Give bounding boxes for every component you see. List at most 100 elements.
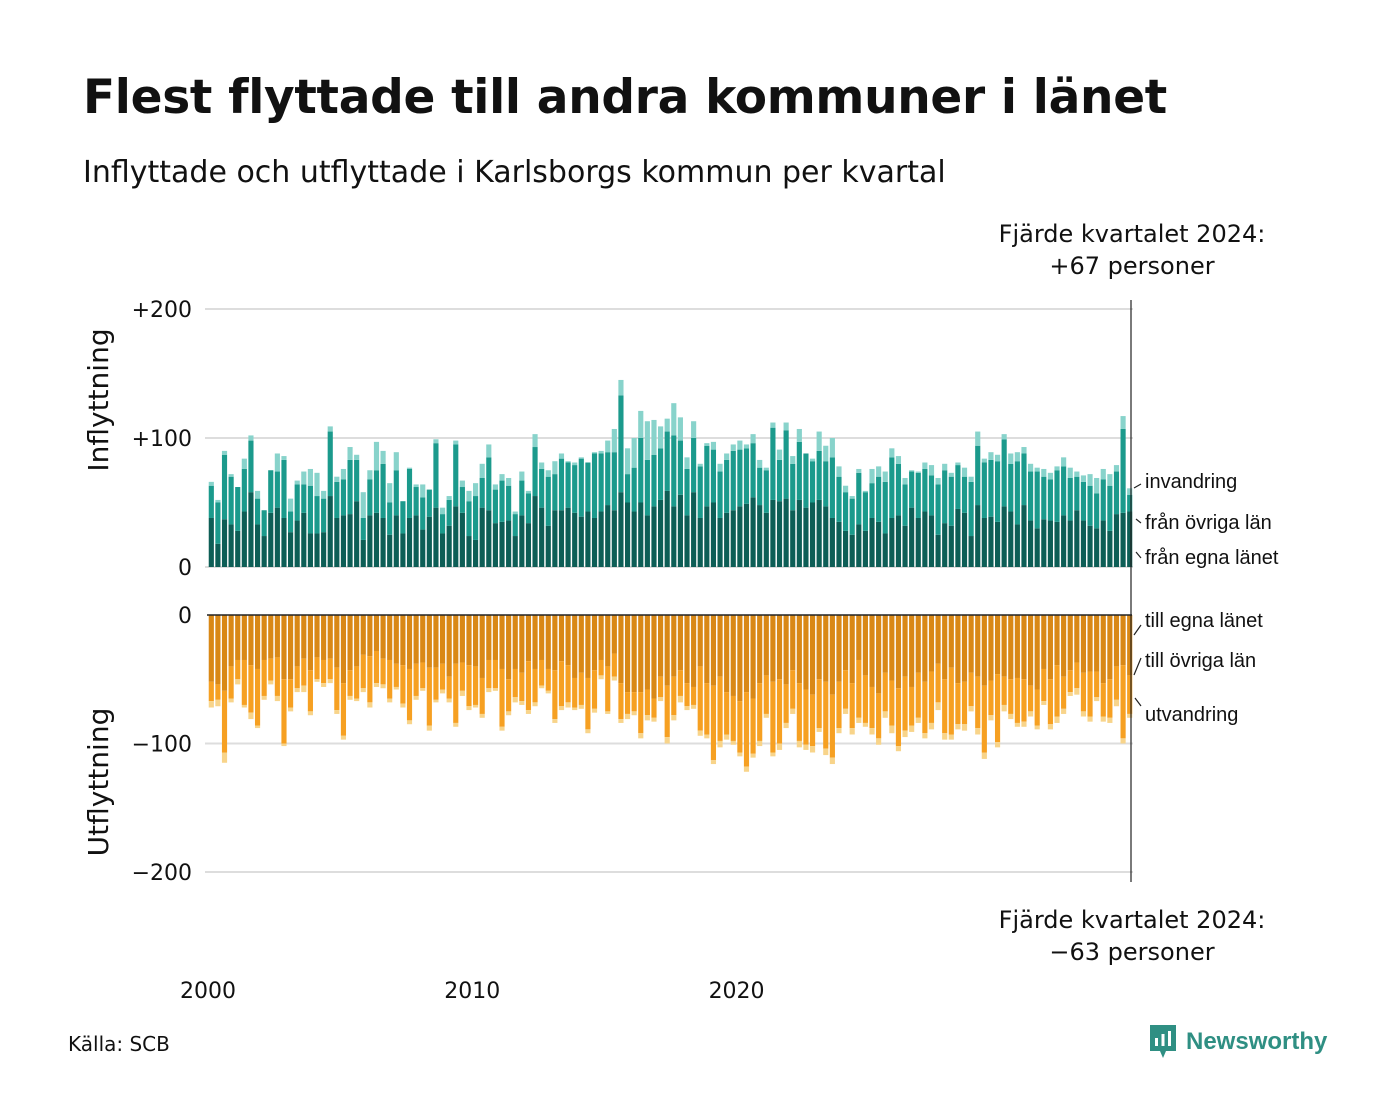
outflow-bar-segment bbox=[208, 615, 214, 682]
inflow-bar-segment bbox=[1034, 467, 1040, 472]
inflow-bar-segment bbox=[241, 458, 247, 469]
outflow-bar-segment bbox=[724, 734, 730, 740]
outflow-bar-segment bbox=[605, 711, 611, 714]
inflow-bar-segment bbox=[354, 501, 360, 567]
inflow-bar-segment bbox=[1120, 512, 1126, 567]
outflow-bar-segment bbox=[235, 615, 241, 660]
outflow-bar-segment bbox=[988, 615, 994, 681]
inflow-bar-segment bbox=[215, 502, 221, 544]
inflow-bar-segment bbox=[314, 533, 320, 567]
outflow-bar-segment bbox=[1107, 679, 1113, 718]
label-till-ovriga-lan: till övriga län bbox=[1145, 650, 1256, 672]
outflow-bar-segment bbox=[1041, 668, 1047, 702]
inflow-bar-segment bbox=[757, 459, 763, 468]
inflow-bar-segment bbox=[684, 468, 690, 516]
inflow-bar-segment bbox=[730, 444, 736, 451]
outflow-bar-segment bbox=[922, 733, 928, 739]
outflow-bar-segment bbox=[380, 684, 386, 689]
inflow-bar-segment bbox=[605, 452, 611, 506]
outflow-bar-segment bbox=[1074, 662, 1080, 689]
outflow-bar-segment bbox=[585, 615, 591, 678]
outflow-bar-segment bbox=[909, 686, 915, 726]
inflow-bar-segment bbox=[1047, 472, 1053, 480]
outflow-bar-segment bbox=[677, 670, 683, 696]
inflow-bar-segment bbox=[261, 536, 267, 567]
inflow-bar-segment bbox=[975, 505, 981, 567]
inflow-bar-segment bbox=[301, 512, 307, 567]
inflow-bar-segment bbox=[677, 440, 683, 495]
outflow-bar-segment bbox=[631, 615, 637, 693]
outflow-bar-segment bbox=[400, 703, 406, 708]
inflow-bar-segment bbox=[790, 456, 796, 464]
outflow-bar-segment bbox=[327, 658, 333, 680]
outflow-bar-segment bbox=[406, 668, 413, 721]
outflow-bar-segment bbox=[307, 615, 313, 671]
outflow-bar-segment bbox=[545, 690, 551, 694]
outflow-bar-segment bbox=[876, 615, 882, 694]
inflow-bar-segment bbox=[578, 516, 584, 567]
inflow-bar-segment bbox=[981, 517, 987, 567]
inflow-bar-segment bbox=[314, 472, 320, 497]
outflow-bar-segment bbox=[671, 715, 677, 721]
outflow-bar-segment bbox=[889, 615, 895, 681]
outflow-bar-segment bbox=[1001, 615, 1007, 677]
inflow-bar-segment bbox=[1087, 474, 1093, 486]
inflow-bar-segment bbox=[373, 512, 380, 567]
series-labels: invandring från övriga län från egna län… bbox=[1133, 471, 1279, 726]
inflow-bar-segment bbox=[697, 466, 703, 518]
outflow-bar-segment bbox=[975, 615, 981, 677]
outflow-bar-segment bbox=[638, 733, 644, 739]
outflow-bar-segment bbox=[869, 728, 875, 735]
outflow-bar-segment bbox=[710, 615, 717, 686]
inflow-bar-segment bbox=[446, 496, 452, 500]
inflow-bar-segment bbox=[856, 468, 862, 473]
inflow-bar-segment bbox=[208, 485, 214, 518]
outflow-bar-segment bbox=[1094, 615, 1100, 672]
inflow-bar-segment bbox=[717, 517, 723, 567]
outflow-bar-segment bbox=[281, 679, 287, 744]
outflow-bar-segment bbox=[671, 676, 677, 716]
inflow-bar-segment bbox=[895, 456, 902, 464]
inflow-bar-segment bbox=[367, 470, 373, 480]
inflow-bar-segment bbox=[975, 445, 981, 506]
outflow-bar-segment bbox=[532, 702, 538, 707]
outflow-bar-segment bbox=[301, 658, 307, 686]
outflow-bar-segment bbox=[750, 753, 756, 758]
inflow-bar-segment bbox=[572, 462, 578, 466]
inflow-bar-segment bbox=[565, 461, 571, 463]
outflow-bar-segment bbox=[565, 615, 571, 666]
outflow-bar-segment bbox=[1107, 717, 1113, 723]
inflow-bar-segment bbox=[221, 519, 228, 567]
inflow-bar-segment bbox=[624, 502, 631, 567]
outflow-bar-segment bbox=[1008, 679, 1014, 714]
outflow-y-tick-label: −200 bbox=[132, 861, 192, 886]
outflow-bar-segment bbox=[1127, 675, 1133, 714]
inflow-bar-segment bbox=[327, 431, 333, 497]
outflow-bar-segment bbox=[268, 680, 274, 685]
outflow-bar-segment bbox=[1127, 615, 1133, 676]
outflow-bar-segment bbox=[849, 683, 855, 729]
outflow-bar-segment bbox=[261, 695, 267, 700]
inflow-bar-segment bbox=[876, 521, 882, 567]
inflow-bar-segment bbox=[1041, 519, 1047, 567]
outflow-bar-segment bbox=[975, 676, 981, 729]
brand-logo[interactable]: Newsworthy bbox=[1148, 1022, 1327, 1062]
outflow-bar-segment bbox=[215, 699, 221, 707]
outflow-bar-segment bbox=[321, 615, 327, 660]
outflow-bar-segment bbox=[453, 722, 459, 727]
outflow-bar-segment bbox=[486, 659, 492, 689]
outflow-bar-segment bbox=[387, 659, 393, 699]
outflow-bar-segment bbox=[928, 615, 935, 672]
outflow-bar-segment bbox=[809, 694, 816, 747]
inflow-bar-segment bbox=[988, 452, 994, 460]
outflow-bar-segment bbox=[347, 695, 353, 700]
outflow-bar-segment bbox=[591, 670, 598, 709]
inflow-bar-segment bbox=[1041, 468, 1047, 477]
outflow-bar-segment bbox=[895, 746, 902, 752]
inflow-bar-segment bbox=[1014, 524, 1020, 567]
inflow-bar-segment bbox=[274, 453, 280, 472]
inflow-bar-segment bbox=[433, 507, 439, 567]
outflow-bar-segment bbox=[446, 615, 452, 677]
outflow-bar-segment bbox=[942, 733, 948, 740]
